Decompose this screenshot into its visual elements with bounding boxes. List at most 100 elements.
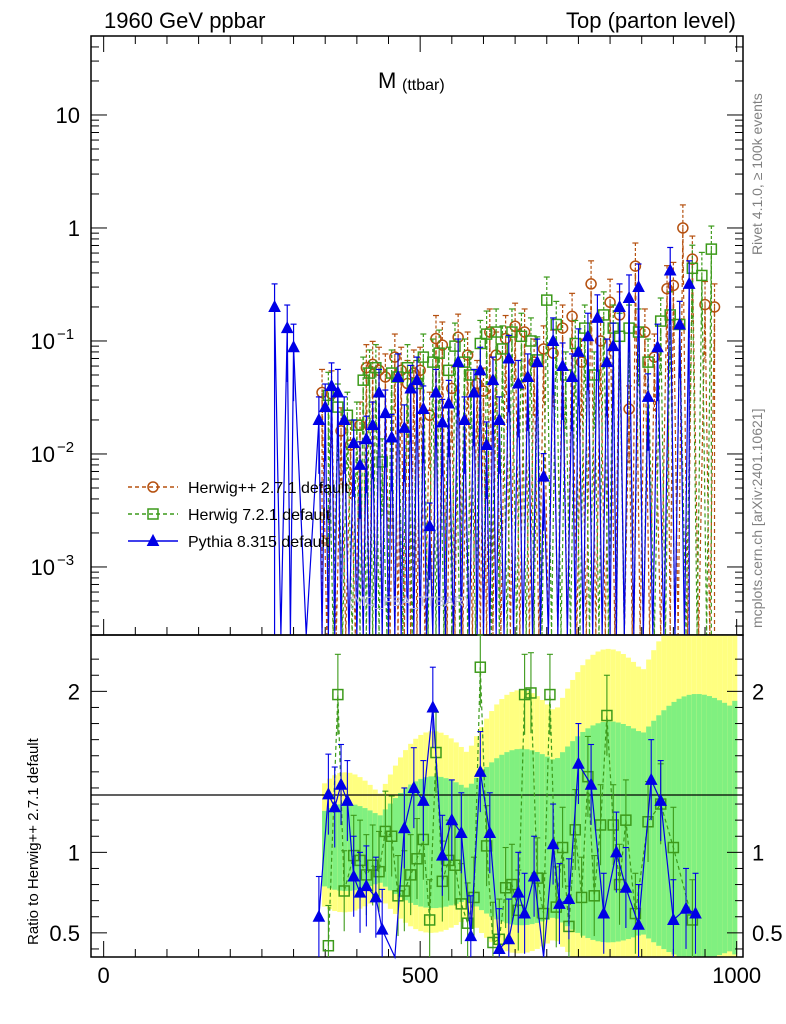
data-point (572, 344, 585, 357)
data-point (401, 361, 414, 374)
data-point (641, 389, 655, 402)
ratio-axis-ticks: 0.5 0.5 1 1 2 2 (49, 658, 783, 957)
ratio-point (341, 793, 354, 806)
ratio-point (492, 941, 506, 954)
series-line (327, 249, 712, 636)
ratio-band-green (499, 754, 505, 922)
ratio-point (499, 882, 512, 894)
data-point (486, 373, 500, 386)
ratio-band-green (448, 780, 454, 906)
ratio-tick-label-left: 0.5 (49, 921, 80, 946)
ratio-point (629, 907, 642, 920)
header-left: 1960 GeV ppbar (104, 8, 265, 33)
ratio-band-green (489, 762, 495, 917)
x-tick-label: 500 (402, 963, 439, 988)
ratio-point (404, 869, 417, 881)
data-point (337, 412, 351, 425)
ratio-band-green (332, 805, 338, 890)
ratio-series-group (312, 634, 702, 960)
ratio-point (455, 898, 468, 910)
legend-marker (147, 508, 159, 520)
data-point (585, 278, 597, 290)
data-point (613, 299, 626, 312)
data-point (550, 318, 563, 331)
ratio-point (544, 688, 556, 701)
watermark: (MC_FBA_TTBAR) (349, 593, 469, 609)
ratio-point (322, 939, 335, 952)
ratio-band-green (529, 750, 535, 925)
ratio-point (373, 865, 385, 878)
y-tick-label-exponent: −1 (57, 326, 74, 343)
data-point (280, 321, 294, 334)
data-point (404, 381, 417, 394)
ratio-point (644, 772, 658, 785)
ratio-band-green (377, 815, 383, 883)
data-point (379, 371, 392, 383)
ratio-band-green (539, 754, 545, 922)
data-point (521, 369, 535, 382)
ratio-point (464, 928, 478, 942)
ratio-band-green (651, 720, 657, 943)
ratio-band-green (681, 696, 687, 957)
ratio-band-green (519, 748, 525, 926)
ratio-point (525, 687, 537, 699)
ratio-point (502, 932, 516, 945)
ratio-point (582, 770, 594, 783)
ratio-point (445, 813, 459, 826)
ratio-band-green (398, 793, 404, 898)
ratio-point (385, 830, 398, 842)
ratio-point (474, 661, 487, 673)
ratio-point (527, 869, 541, 882)
ratio-tick-label-left: 2 (68, 679, 80, 704)
ratio-point (506, 878, 518, 891)
ratio-point (601, 709, 613, 722)
ratio-point (562, 891, 576, 905)
data-point (578, 322, 591, 334)
ratio-band-green (544, 756, 550, 920)
data-point (492, 412, 506, 425)
ratio-band-green (605, 721, 611, 943)
data-point (639, 326, 651, 338)
data-point (353, 457, 367, 470)
data-point (391, 369, 405, 382)
ratio-band-green (666, 705, 672, 953)
data-point (525, 335, 537, 347)
ratio-band-green (585, 728, 591, 939)
y-tick-label-exponent: −2 (57, 439, 74, 456)
ratio-point (480, 840, 493, 852)
ratio-point (620, 814, 632, 826)
ratio-point (375, 922, 389, 935)
data-point (588, 369, 600, 381)
ratio-bands (322, 635, 738, 957)
data-point (360, 432, 373, 445)
ratio-band-green (504, 752, 510, 924)
ratio-plot: 0.5 0.5 1 1 2 2 (49, 634, 783, 960)
data-point (566, 310, 578, 323)
ratio-band-green (630, 728, 637, 938)
ratio-point (366, 859, 379, 871)
ratio-point (417, 793, 430, 806)
legend: Herwig++ 2.7.1 default Herwig 7.2.1 defau… (128, 480, 350, 551)
data-point (433, 347, 445, 359)
ratio-band-green (418, 778, 424, 907)
data-point (667, 279, 680, 292)
data-point (467, 385, 481, 398)
data-point (575, 356, 588, 368)
ratio-band-green (347, 803, 353, 891)
ratio-band-green (641, 732, 647, 935)
ratio-point (511, 885, 525, 898)
ratio-point (575, 891, 588, 904)
ratio-band-green (453, 782, 459, 904)
ratio-band-green (722, 702, 728, 954)
data-point (705, 243, 718, 255)
data-point (366, 358, 379, 371)
ratio-band-green (387, 803, 393, 891)
data-point (379, 406, 392, 419)
ratio-point (411, 853, 423, 865)
data-point (268, 299, 281, 312)
data-point (604, 296, 616, 309)
ratio-band-green (423, 777, 429, 908)
data-point (537, 469, 550, 482)
